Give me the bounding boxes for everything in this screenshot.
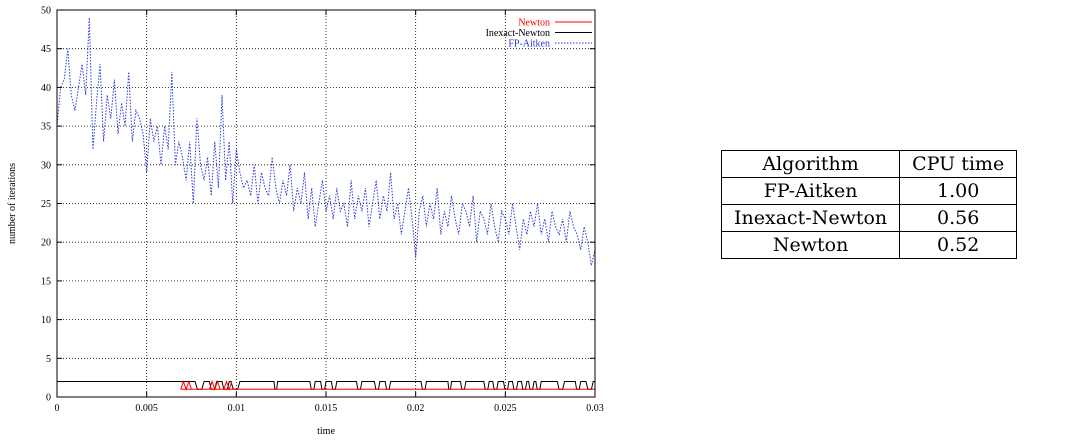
y-axis-title: number of iterations — [7, 163, 18, 244]
x-tick-label: 0.01 — [228, 403, 246, 414]
y-tick-label: 35 — [41, 122, 51, 133]
algorithm-cell: FP-Aitken — [720, 177, 901, 205]
y-tick-label: 10 — [41, 315, 51, 326]
tick-layer: 0 0.005 0.01 0.015 0.02 0.025 0.03 0 5 10 15 20 25 30… — [41, 6, 604, 415]
series-inexact-newton-line — [57, 381, 595, 390]
table-row: Newton 0.52 — [720, 231, 1018, 259]
chart-svg: 0 0.005 0.01 0.015 0.02 0.025 0.03 0 5 10 15 20 25 30… — [7, 6, 604, 438]
cpu-time-table: Algorithm CPU time FP-Aitken 1.00 Inexac… — [720, 150, 1018, 259]
cpu-time-cell: 1.00 — [899, 177, 1018, 205]
table-header-row: Algorithm CPU time — [720, 150, 1018, 178]
x-tick-label: 0.015 — [315, 403, 338, 414]
cpu-time-cell: 0.56 — [899, 204, 1018, 232]
table-row: FP-Aitken 1.00 — [720, 177, 1018, 205]
iterations-chart: 0 0.005 0.01 0.015 0.02 0.025 0.03 0 5 10 15 20 25 30… — [7, 6, 604, 438]
plot-frame — [56, 9, 596, 398]
y-tick-label: 15 — [41, 276, 51, 287]
series-newton-burst — [223, 379, 233, 391]
y-tick-label: 25 — [41, 199, 51, 210]
y-tick-label: 5 — [46, 354, 51, 365]
x-tick-label: 0.02 — [407, 403, 425, 414]
legend-label: FP-Aitken — [508, 39, 550, 50]
x-tick-label: 0.005 — [135, 403, 158, 414]
y-tick-label: 0 — [46, 393, 51, 404]
series-newton-burst — [180, 379, 192, 391]
algorithm-cell: Newton — [720, 231, 901, 259]
series-newton-burst — [208, 379, 221, 391]
x-tick-label: 0.025 — [494, 403, 517, 414]
y-tick-label: 40 — [41, 83, 51, 94]
series-fp-aitken-line — [56, 17, 596, 266]
header-algorithm: Algorithm — [720, 150, 901, 178]
cpu-time-cell: 0.52 — [899, 231, 1018, 259]
series-layer — [56, 17, 596, 391]
x-tick-label: 0 — [55, 403, 60, 414]
table-row: Inexact-Newton 0.56 — [720, 204, 1018, 232]
x-axis-title: time — [317, 426, 335, 437]
y-tick-label: 45 — [41, 44, 51, 55]
grid-layer — [57, 10, 595, 397]
y-tick-label: 20 — [41, 238, 51, 249]
y-tick-label: 50 — [41, 6, 51, 17]
y-tick-label: 30 — [41, 160, 51, 171]
legend-label: Inexact-Newton — [486, 28, 550, 39]
header-cpu-time: CPU time — [899, 150, 1018, 178]
x-tick-label: 0.03 — [586, 403, 604, 414]
legend-label: Newton — [518, 18, 550, 29]
cpu-time-table-wrap: Algorithm CPU time FP-Aitken 1.00 Inexac… — [720, 150, 1018, 259]
algorithm-cell: Inexact-Newton — [720, 204, 901, 232]
